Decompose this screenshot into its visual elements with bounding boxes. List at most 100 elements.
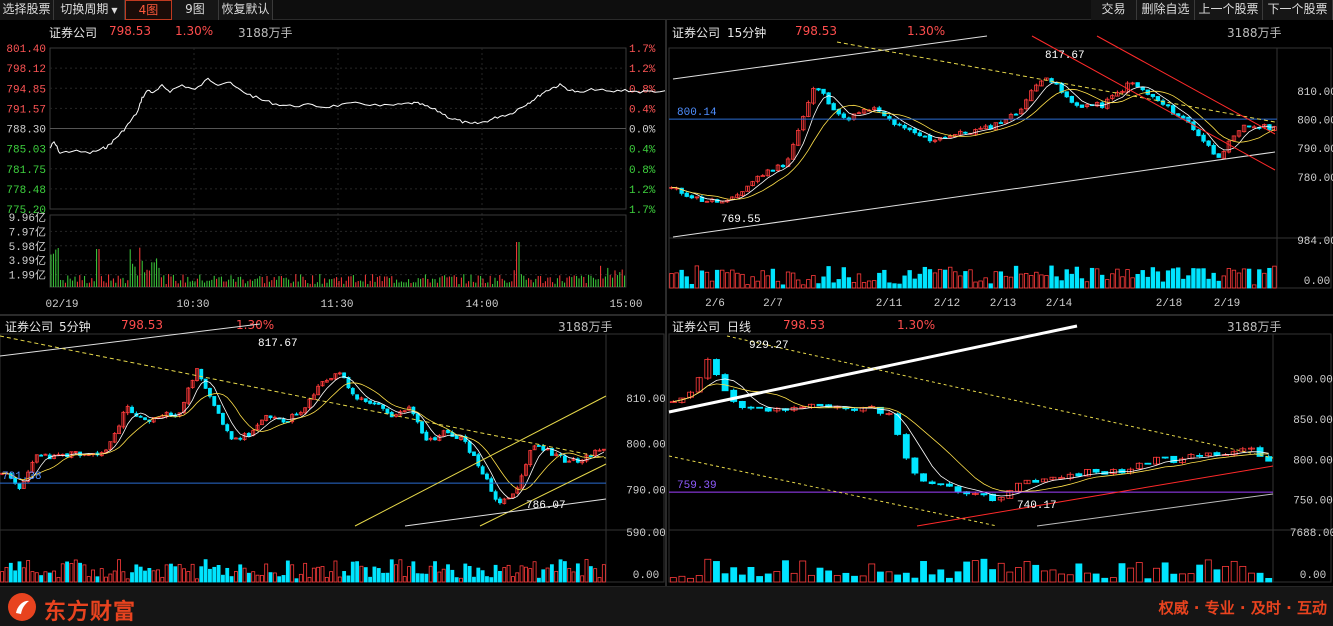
stock-name: 证券公司 <box>672 26 721 40</box>
candle-body <box>415 413 420 423</box>
prev-stock-button[interactable]: 上一个股票 <box>1195 0 1263 20</box>
intraday-chart[interactable]: 801.40 1.7% 798.12 1.2% 794.85 0.8% 791.57 0.4%… <box>0 22 665 314</box>
volume-tick-label: 7688.00 <box>1290 528 1333 540</box>
candle-body <box>948 135 953 138</box>
candle-body <box>182 401 186 413</box>
layout-4-button[interactable]: 4图 <box>125 0 172 20</box>
candle-body <box>562 455 567 463</box>
candle-body <box>441 430 446 437</box>
trend-line <box>404 498 607 527</box>
restore-default-button[interactable]: 恢复默认 <box>219 0 273 20</box>
volume-bar <box>1059 280 1064 289</box>
volume-bar <box>1155 271 1161 289</box>
candle-body <box>811 88 816 104</box>
candle-body <box>1110 95 1115 99</box>
kline-daily-panel[interactable]: 证券公司 日线 798.53 1.30% 3188万手 900.00 850.00… <box>667 316 1333 586</box>
candle-body <box>1135 82 1140 88</box>
volume-bar <box>13 570 18 583</box>
volume-bar <box>1023 561 1031 583</box>
switch-period-button[interactable]: 切换周期 ▼ <box>54 0 125 20</box>
candle-body <box>1150 94 1156 97</box>
volume-bar <box>134 564 139 583</box>
candle-body <box>359 397 364 400</box>
volume-bar <box>342 571 347 583</box>
price-tick-label: 778.48 <box>6 185 46 197</box>
volume-bar <box>238 564 243 583</box>
candle-body <box>946 483 953 487</box>
candle-body <box>1115 91 1120 97</box>
pct-tick-label: 0.8% <box>629 84 656 96</box>
candle-body <box>195 368 199 381</box>
volume-bar <box>1196 564 1204 583</box>
time-tick-label: 15:00 <box>609 299 642 311</box>
volume-bar <box>454 577 459 583</box>
pct-tick-label: 1.7% <box>629 44 656 56</box>
candle-body <box>151 417 156 423</box>
volume-bar <box>687 577 694 583</box>
candle-body <box>937 483 945 486</box>
intraday-panel[interactable]: 证券公司 798.53 1.30% 3188万手 801.40 1.7% 798.1… <box>0 22 665 314</box>
trend-line <box>668 324 1078 414</box>
time-tick-label: 02/19 <box>45 299 78 311</box>
volume-bar <box>337 576 342 583</box>
candle-body <box>1094 102 1100 107</box>
change-percent: 1.30% <box>907 24 946 38</box>
volume-bar <box>866 280 872 289</box>
candle-body <box>298 412 303 415</box>
volume-bar <box>801 284 806 289</box>
volume-bar <box>773 571 781 583</box>
kline-daily-chart[interactable]: 900.00 850.00 800.00 750.00 7688.00 0.00 759.3… <box>667 316 1333 586</box>
select-stock-button[interactable]: 选择股票 <box>0 0 54 20</box>
trade-button[interactable]: 交易 <box>1091 0 1137 20</box>
volume-bar <box>1256 572 1264 583</box>
candle-body <box>225 424 230 432</box>
volume-bar <box>164 564 169 583</box>
kline-5min-chart[interactable]: 810.00 800.00 790.00 590.00 0.00 791.38 817.67… <box>0 316 665 586</box>
trend-line <box>836 41 1276 123</box>
volume-bar <box>411 561 416 583</box>
candle-body <box>799 406 807 409</box>
volume-bar <box>554 570 559 583</box>
volume-bar <box>73 559 78 583</box>
volume-bar <box>30 571 35 583</box>
volume-bar <box>997 562 1005 583</box>
volume-bar <box>806 279 811 289</box>
volume-bar <box>91 569 95 583</box>
candle-body <box>125 406 130 414</box>
volume-bar <box>372 566 377 583</box>
volume-bar <box>836 279 841 289</box>
volume-bar <box>1101 577 1109 583</box>
low-label: 740.17 <box>1017 500 1057 512</box>
kline-15min-chart[interactable]: 810.00 800.00 790.00 780.00 984.00 0.00 800.14… <box>667 22 1333 314</box>
volume-bar <box>229 576 234 583</box>
dropdown-caret-icon: ▼ <box>111 6 118 15</box>
candle-body <box>1079 104 1085 108</box>
candle-body <box>549 448 554 456</box>
volume-bar <box>780 284 786 289</box>
volume-bar <box>1267 267 1272 289</box>
volume-bar <box>790 572 798 583</box>
volume-bar <box>872 280 877 289</box>
volume-tick-label: 9.96亿 <box>9 211 46 225</box>
remove-watchlist-button[interactable]: 删除自选 <box>1137 0 1195 20</box>
volume-bar <box>1094 268 1100 289</box>
candle-body <box>528 450 533 466</box>
candle-body <box>593 449 598 457</box>
candle-body <box>329 378 334 381</box>
volume-bar <box>735 272 740 289</box>
volume-bar <box>846 277 852 289</box>
volume-bar <box>368 576 373 583</box>
candle-body <box>350 388 355 395</box>
volume-bar <box>1115 268 1120 289</box>
kline-5min-panel[interactable]: 证券公司 5分钟 798.53 1.30% 3188万手 810.00 800.0… <box>0 316 665 586</box>
candle-body <box>1252 126 1257 129</box>
candle-body <box>780 164 786 168</box>
date-tick-label: 2/6 <box>705 298 725 310</box>
volume-bar <box>311 567 316 583</box>
kline-15min-panel[interactable]: 证券公司 15分钟 798.53 1.30% 3188万手 810.00 800.… <box>667 22 1333 314</box>
next-stock-button[interactable]: 下一个股票 <box>1263 0 1333 20</box>
volume-bar <box>43 571 48 583</box>
layout-9-button[interactable]: 9图 <box>172 0 219 20</box>
volume-bar <box>86 576 91 583</box>
volume-bar <box>472 576 476 583</box>
